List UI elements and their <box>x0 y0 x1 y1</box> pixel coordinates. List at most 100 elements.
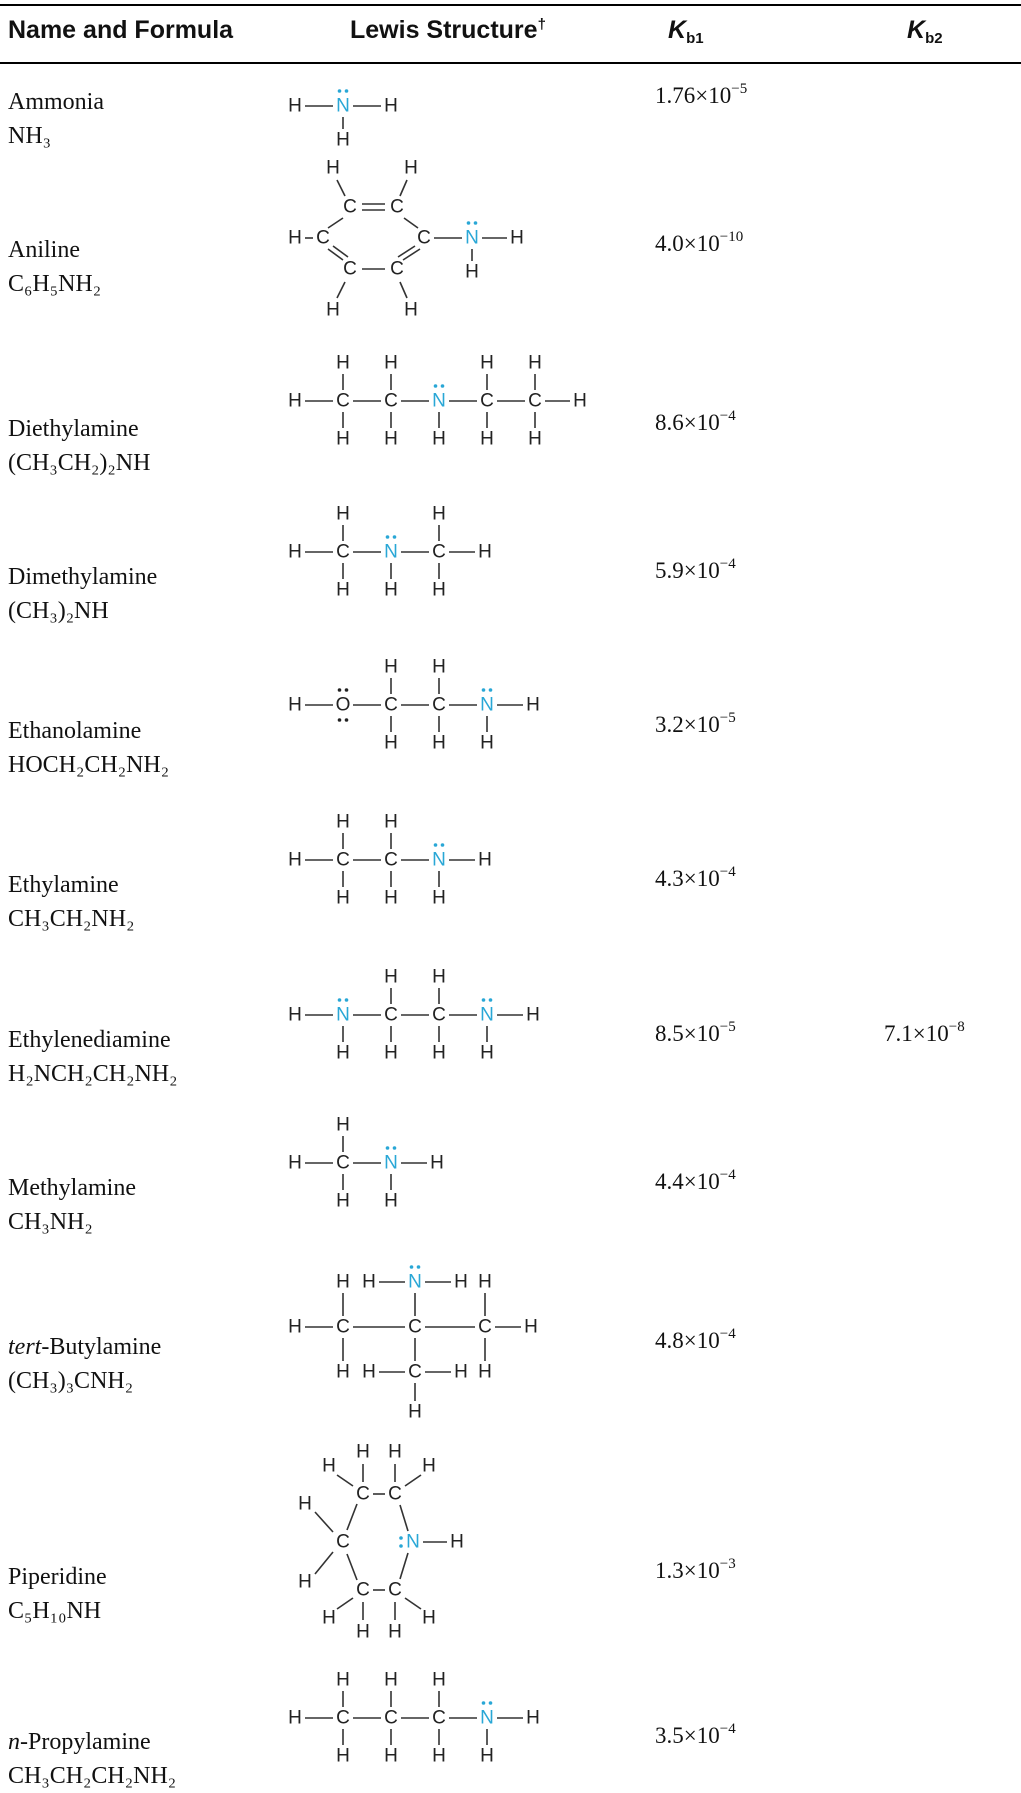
nitrogen-atom: N <box>465 228 479 249</box>
lone-pair-dot <box>385 1146 390 1150</box>
header-kb1: Kb1 <box>668 16 704 47</box>
lewis-structure: H C N HHH H <box>288 1115 444 1212</box>
lone-pair-dot <box>433 384 438 388</box>
hydrogen-atom: H <box>432 657 446 678</box>
hydrogen-atom: H <box>526 695 540 716</box>
kb1-mantissa: 3.2×10 <box>655 712 720 737</box>
hydrogen-atom: H <box>336 812 350 833</box>
carbon-atom: C <box>408 1317 422 1338</box>
kb1-value: 5.9×10−4 <box>655 556 736 584</box>
lone-pair-dot <box>337 998 342 1002</box>
hydrogen-atom: H <box>480 1746 494 1767</box>
hydrogen-atom: H <box>450 1532 464 1553</box>
hydrogen-atom: H <box>322 1456 336 1477</box>
lone-pair-dot <box>481 998 486 1002</box>
lone-pair-dot <box>392 1146 397 1150</box>
hydrogen-atom: H <box>336 580 350 601</box>
nitrogen-atom: N <box>432 850 446 871</box>
kb1-mantissa: 4.4×10 <box>655 1169 720 1194</box>
hydrogen-atom: H <box>432 1746 446 1767</box>
compound-name-text: Dimethylamine <box>8 564 158 590</box>
hydrogen-atom: H <box>336 888 350 909</box>
compound-name-cell: Ethanolamine HOCH₂CH₂NH₂ <box>8 714 169 782</box>
hydrogen-atom: H <box>432 580 446 601</box>
lone-pair-dot <box>440 384 445 388</box>
compound-formula: (CH₃)₂NH <box>8 598 109 624</box>
kb1-value: 4.0×10−10 <box>655 229 743 257</box>
hydrogen-atom: H <box>388 1622 402 1643</box>
hydrogen-atom: H <box>322 1608 336 1629</box>
bond-line <box>399 1504 409 1532</box>
compound-name-text: Methylamine <box>8 1175 136 1201</box>
bond-line <box>403 217 419 229</box>
header-kb1-sub: b1 <box>686 30 704 47</box>
kb1-exponent: −4 <box>719 408 736 424</box>
bond-line <box>336 281 346 299</box>
lone-pair-dot <box>344 998 349 1002</box>
compound-name: Ethanolamine <box>8 714 169 748</box>
header-lewis-label: Lewis Structure <box>350 16 538 44</box>
compound-formula: C₆H₅NH₂ <box>8 271 102 297</box>
lone-pair-dot <box>440 843 445 847</box>
hydrogen-atom: H <box>384 96 398 117</box>
carbon-atom: C <box>480 391 494 412</box>
hydrogen-atom: H <box>526 1708 540 1729</box>
nitrogen-atom: N <box>480 695 494 716</box>
hydrogen-atom: H <box>478 1362 492 1383</box>
nitrogen-atom: N <box>432 391 446 412</box>
hydrogen-atom: H <box>288 1005 302 1026</box>
carbon-atom: C <box>390 197 404 218</box>
compound-name: Ethylenediamine <box>8 1023 177 1057</box>
hydrogen-atom: H <box>288 96 302 117</box>
lewis-structure: H C C C HH HH N HH HH C HH <box>288 1265 538 1423</box>
hydrogen-atom: H <box>356 1442 370 1463</box>
bond-line <box>314 1511 334 1533</box>
hydrogen-atom: H <box>478 850 492 871</box>
carbon-atom: C <box>432 695 446 716</box>
hydrogen-atom: H <box>336 1191 350 1212</box>
compound-formula: H₂NCH₂CH₂NH₂ <box>8 1061 178 1087</box>
bond-line <box>346 1553 358 1581</box>
compound-name: Dimethylamine <box>8 560 157 594</box>
hydrogen-atom: H <box>288 850 302 871</box>
lone-pair-dot <box>488 1701 493 1705</box>
compound-formula: CH₃CH₂CH₂NH₂ <box>8 1763 177 1789</box>
compound-name: n-Propylamine <box>8 1725 176 1759</box>
hydrogen-atom: H <box>384 580 398 601</box>
hydrogen-atom: H <box>404 300 418 321</box>
hydrogen-atom: H <box>384 1043 398 1064</box>
lone-pair-dot <box>416 1265 421 1269</box>
compound-name: Piperidine <box>8 1560 107 1594</box>
hydrogen-atom: H <box>510 228 524 249</box>
hydrogen-atom: H <box>480 429 494 450</box>
compound-name: Aniline <box>8 233 101 267</box>
bond-line <box>346 1503 358 1531</box>
carbon-atom: C <box>528 391 542 412</box>
lone-pair-dot <box>466 221 471 225</box>
lone-pair-dot <box>473 221 478 225</box>
hydrogen-atom: H <box>526 1005 540 1026</box>
hydrogen-atom: H <box>480 1043 494 1064</box>
lone-pair-dot <box>488 688 493 692</box>
hydrogen-atom: H <box>573 391 587 412</box>
hydrogen-atom: H <box>288 542 302 563</box>
carbon-atom: C <box>388 1580 402 1601</box>
lone-pair-dot <box>481 688 486 692</box>
hydrogen-atom: H <box>465 262 479 283</box>
hydrogen-atom: H <box>524 1317 538 1338</box>
header-bottom-rule <box>0 62 1021 64</box>
hydrogen-atom: H <box>422 1608 436 1629</box>
nitrogen-atom: N <box>480 1005 494 1026</box>
hydrogen-atom: H <box>384 657 398 678</box>
kb1-mantissa: 4.0×10 <box>655 231 720 256</box>
bond-line <box>327 248 344 261</box>
kb1-value: 1.3×10−3 <box>655 1556 736 1584</box>
bond-line <box>399 179 408 197</box>
compound-name-text: Aniline <box>8 237 80 263</box>
compound-name: tert-Butylamine <box>8 1330 161 1364</box>
kb1-value: 1.76×10−5 <box>655 81 747 109</box>
compound-name-text: Piperidine <box>8 1564 107 1590</box>
hydrogen-atom: H <box>528 429 542 450</box>
lone-pair-dot <box>344 89 349 93</box>
hydrogen-atom: H <box>432 1670 446 1691</box>
